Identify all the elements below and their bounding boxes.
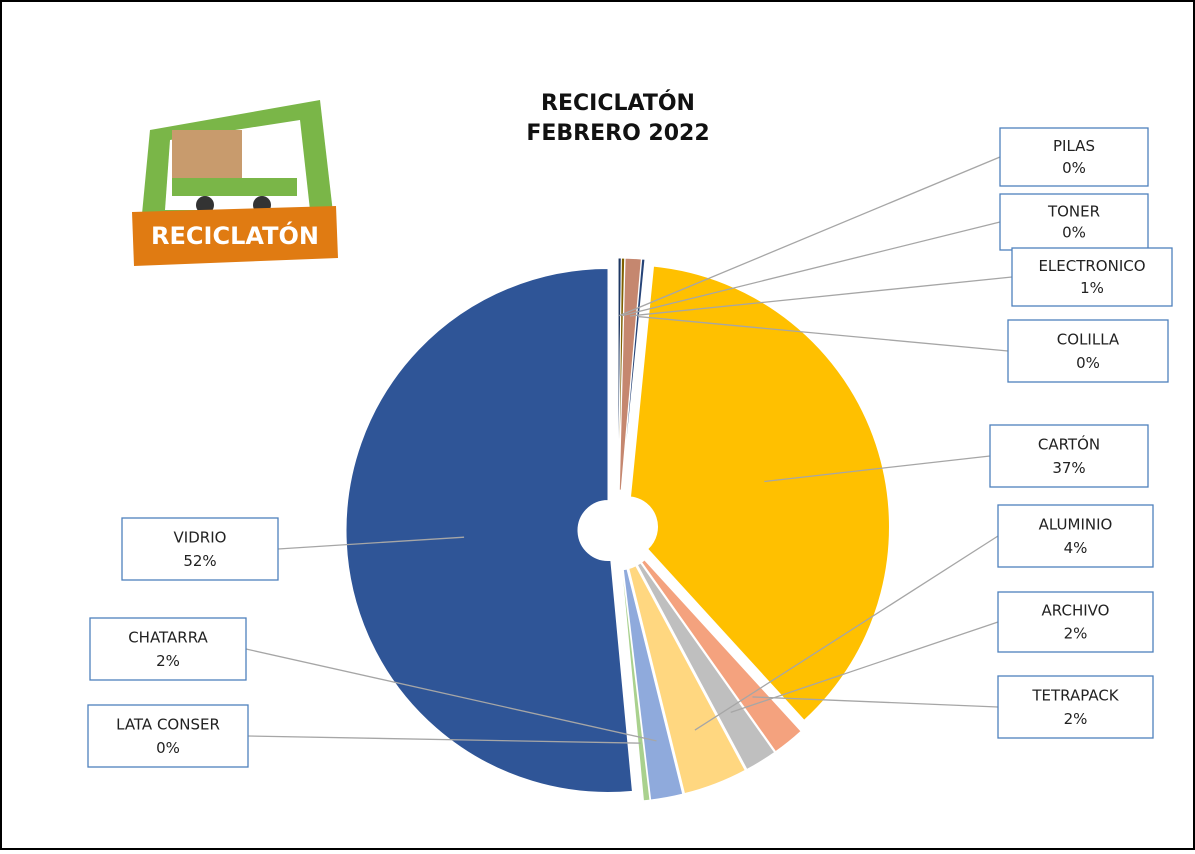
chart-title: RECICLATÓN	[541, 90, 695, 116]
logo-wheel	[196, 196, 214, 214]
label-box	[1007, 319, 1169, 383]
label-value: 0%	[1076, 354, 1100, 372]
leader-line	[752, 696, 999, 708]
label-name: LATA CONSER	[116, 715, 220, 733]
leader-line	[277, 536, 465, 550]
leader-line	[764, 455, 991, 483]
label-box	[999, 127, 1149, 187]
pie-slice	[629, 265, 890, 721]
pie-slice	[622, 568, 684, 801]
label-value: 0%	[156, 739, 180, 757]
leader-line	[637, 315, 1009, 352]
label-name: CARTÓN	[1038, 434, 1100, 453]
pie-slice	[640, 559, 802, 753]
leader-line	[730, 621, 999, 713]
logo-banner	[132, 206, 338, 266]
label-value: 1%	[1080, 279, 1104, 297]
logo-truck	[172, 178, 297, 196]
pie-slice	[621, 569, 651, 802]
leader-line	[694, 535, 999, 731]
label-name: VIDRIO	[174, 528, 227, 546]
leaders	[245, 156, 1013, 744]
label-name: ARCHIVO	[1042, 602, 1110, 620]
logo-box	[172, 130, 242, 185]
pie-slice	[628, 565, 746, 795]
logo-text: RECICLATÓN	[151, 220, 319, 250]
label-name: ELECTRONICO	[1038, 257, 1145, 275]
logo: RECICLATÓN	[128, 92, 340, 282]
label-value: 2%	[156, 652, 180, 670]
label-name: TONER	[1047, 202, 1100, 220]
label-value: 52%	[183, 552, 216, 570]
label-name: TETRAPACK	[1031, 686, 1119, 704]
label-box	[87, 704, 249, 768]
label-value: 2%	[1064, 710, 1088, 728]
label-box	[989, 424, 1149, 488]
leader-line	[247, 735, 641, 744]
label-box	[997, 504, 1154, 568]
label-box	[999, 193, 1149, 251]
leader-line	[621, 221, 1001, 317]
leader-line	[245, 648, 657, 742]
label-name: COLILLA	[1057, 330, 1120, 348]
label-box	[121, 517, 279, 581]
label-value: 4%	[1064, 539, 1088, 557]
pie-slice	[345, 267, 633, 793]
label-box	[997, 675, 1154, 739]
label-name: PILAS	[1053, 137, 1095, 155]
pie-slice	[636, 562, 776, 771]
label-value: 2%	[1064, 625, 1088, 643]
leader-line	[629, 276, 1013, 317]
label-box	[1011, 247, 1173, 307]
label-value: 0%	[1062, 159, 1086, 177]
label-box	[89, 617, 247, 681]
leader-line	[619, 156, 1001, 317]
label-value: 37%	[1052, 459, 1085, 477]
label-value: 0%	[1062, 224, 1086, 242]
label-name: ALUMINIO	[1039, 515, 1113, 533]
label-name: CHATARRA	[128, 628, 208, 646]
label-box	[997, 591, 1154, 653]
chart-title: FEBRERO 2022	[526, 121, 709, 146]
